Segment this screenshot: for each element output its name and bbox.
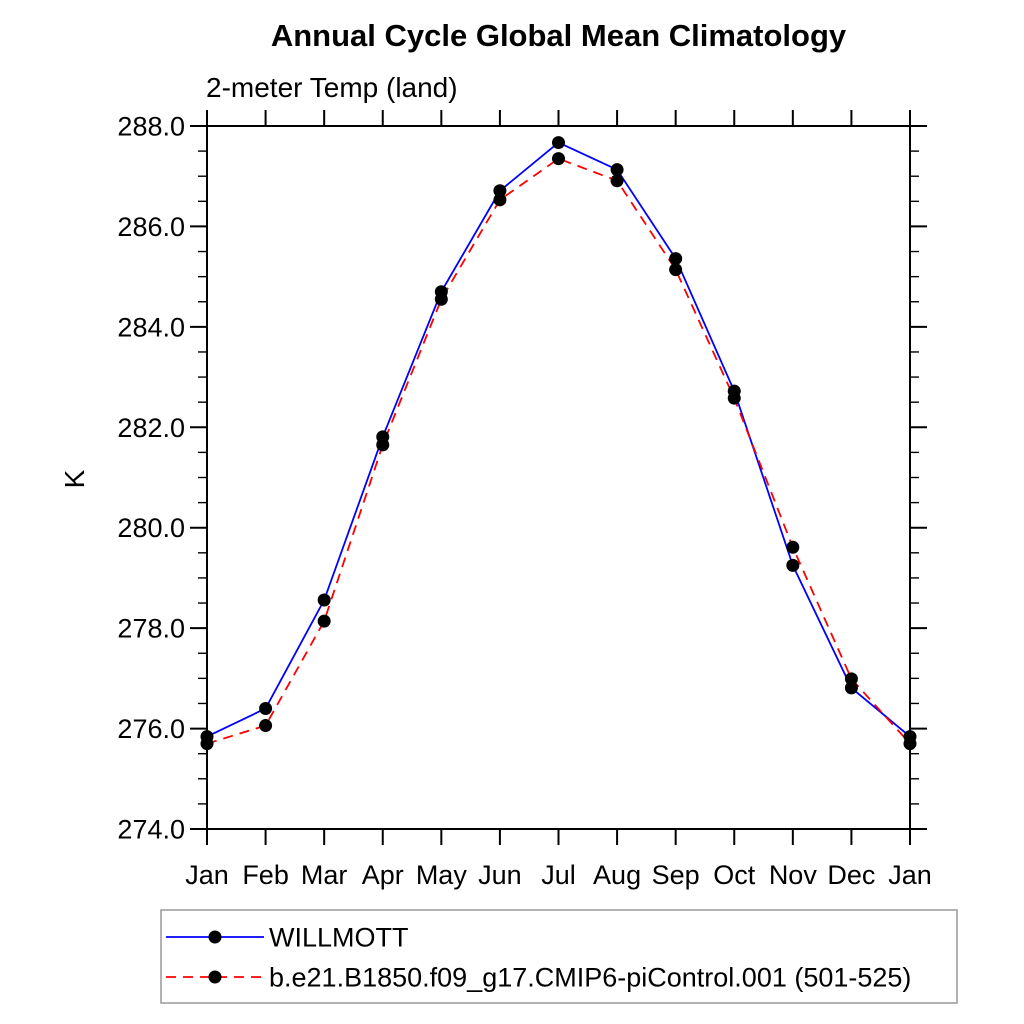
y-axis-tick-label: 280.0 [117,513,185,543]
data-point-marker-series-1 [376,438,390,452]
series-line-1 [206,157,911,745]
data-point-marker-series-1 [200,737,214,751]
x-axis-tick-label: May [416,860,468,890]
x-axis-tick-label: Sep [652,860,700,890]
data-point-marker-series-1 [844,672,858,686]
data-point-marker-series-1 [727,391,741,405]
y-axis-tick-label: 282.0 [117,413,185,443]
y-axis-tick-label: 288.0 [117,112,185,142]
x-axis-tick-label: Apr [362,860,404,890]
x-axis-tick-label: Aug [593,860,641,890]
data-point-marker-series-1 [903,737,917,751]
y-axis-tick-label: 284.0 [117,312,185,342]
data-point-marker-series-1 [259,719,273,733]
data-point-marker-series-0 [669,252,683,266]
legend-label-0: WILLMOTT [269,923,409,953]
y-axis-tick-label: 274.0 [117,815,185,845]
chart-title: Annual Cycle Global Mean Climatology [270,18,847,53]
legend-label-1: b.e21.B1850.f09_g17.CMIP6-piControl.001 … [269,963,911,993]
legend-box [160,909,958,1004]
legend-marker-1 [208,970,222,984]
x-axis-tick-label: Feb [242,860,289,890]
data-point-marker-series-1 [434,292,448,306]
plot-frame [206,125,911,830]
data-point-marker-series-1 [493,193,507,207]
x-axis-tick-label: Jan [888,860,932,890]
y-axis-tick-label: 276.0 [117,714,185,744]
data-point-marker-series-0 [493,184,507,198]
legend-marker-0 [208,930,222,944]
data-point-marker-series-0 [786,558,800,572]
data-point-marker-series-0 [552,136,565,150]
data-point-marker-series-1 [552,152,565,166]
data-point-marker-series-0 [610,163,624,177]
data-point-marker-series-1 [669,263,683,277]
y-axis-tick-label: 286.0 [117,212,185,242]
x-axis-tick-label: Dec [827,860,875,890]
data-point-marker-series-1 [317,614,331,628]
x-axis-tick-label: Jan [185,860,229,890]
data-point-marker-series-1 [786,540,800,554]
x-axis-tick-label: Oct [713,860,756,890]
data-point-marker-series-1 [610,174,624,188]
x-axis-tick-label: Nov [769,860,818,890]
data-point-marker-series-0 [259,701,273,715]
x-axis-tick-label: Mar [301,860,348,890]
series-line-0 [206,141,911,738]
x-axis-tick-label: Jun [478,860,522,890]
data-point-marker-series-0 [844,681,858,695]
chart-subtitle: 2-meter Temp (land) [206,72,458,103]
data-point-marker-series-0 [317,593,331,607]
y-axis-tick-label: 278.0 [117,614,185,644]
x-axis-tick-label: Jul [541,860,576,890]
